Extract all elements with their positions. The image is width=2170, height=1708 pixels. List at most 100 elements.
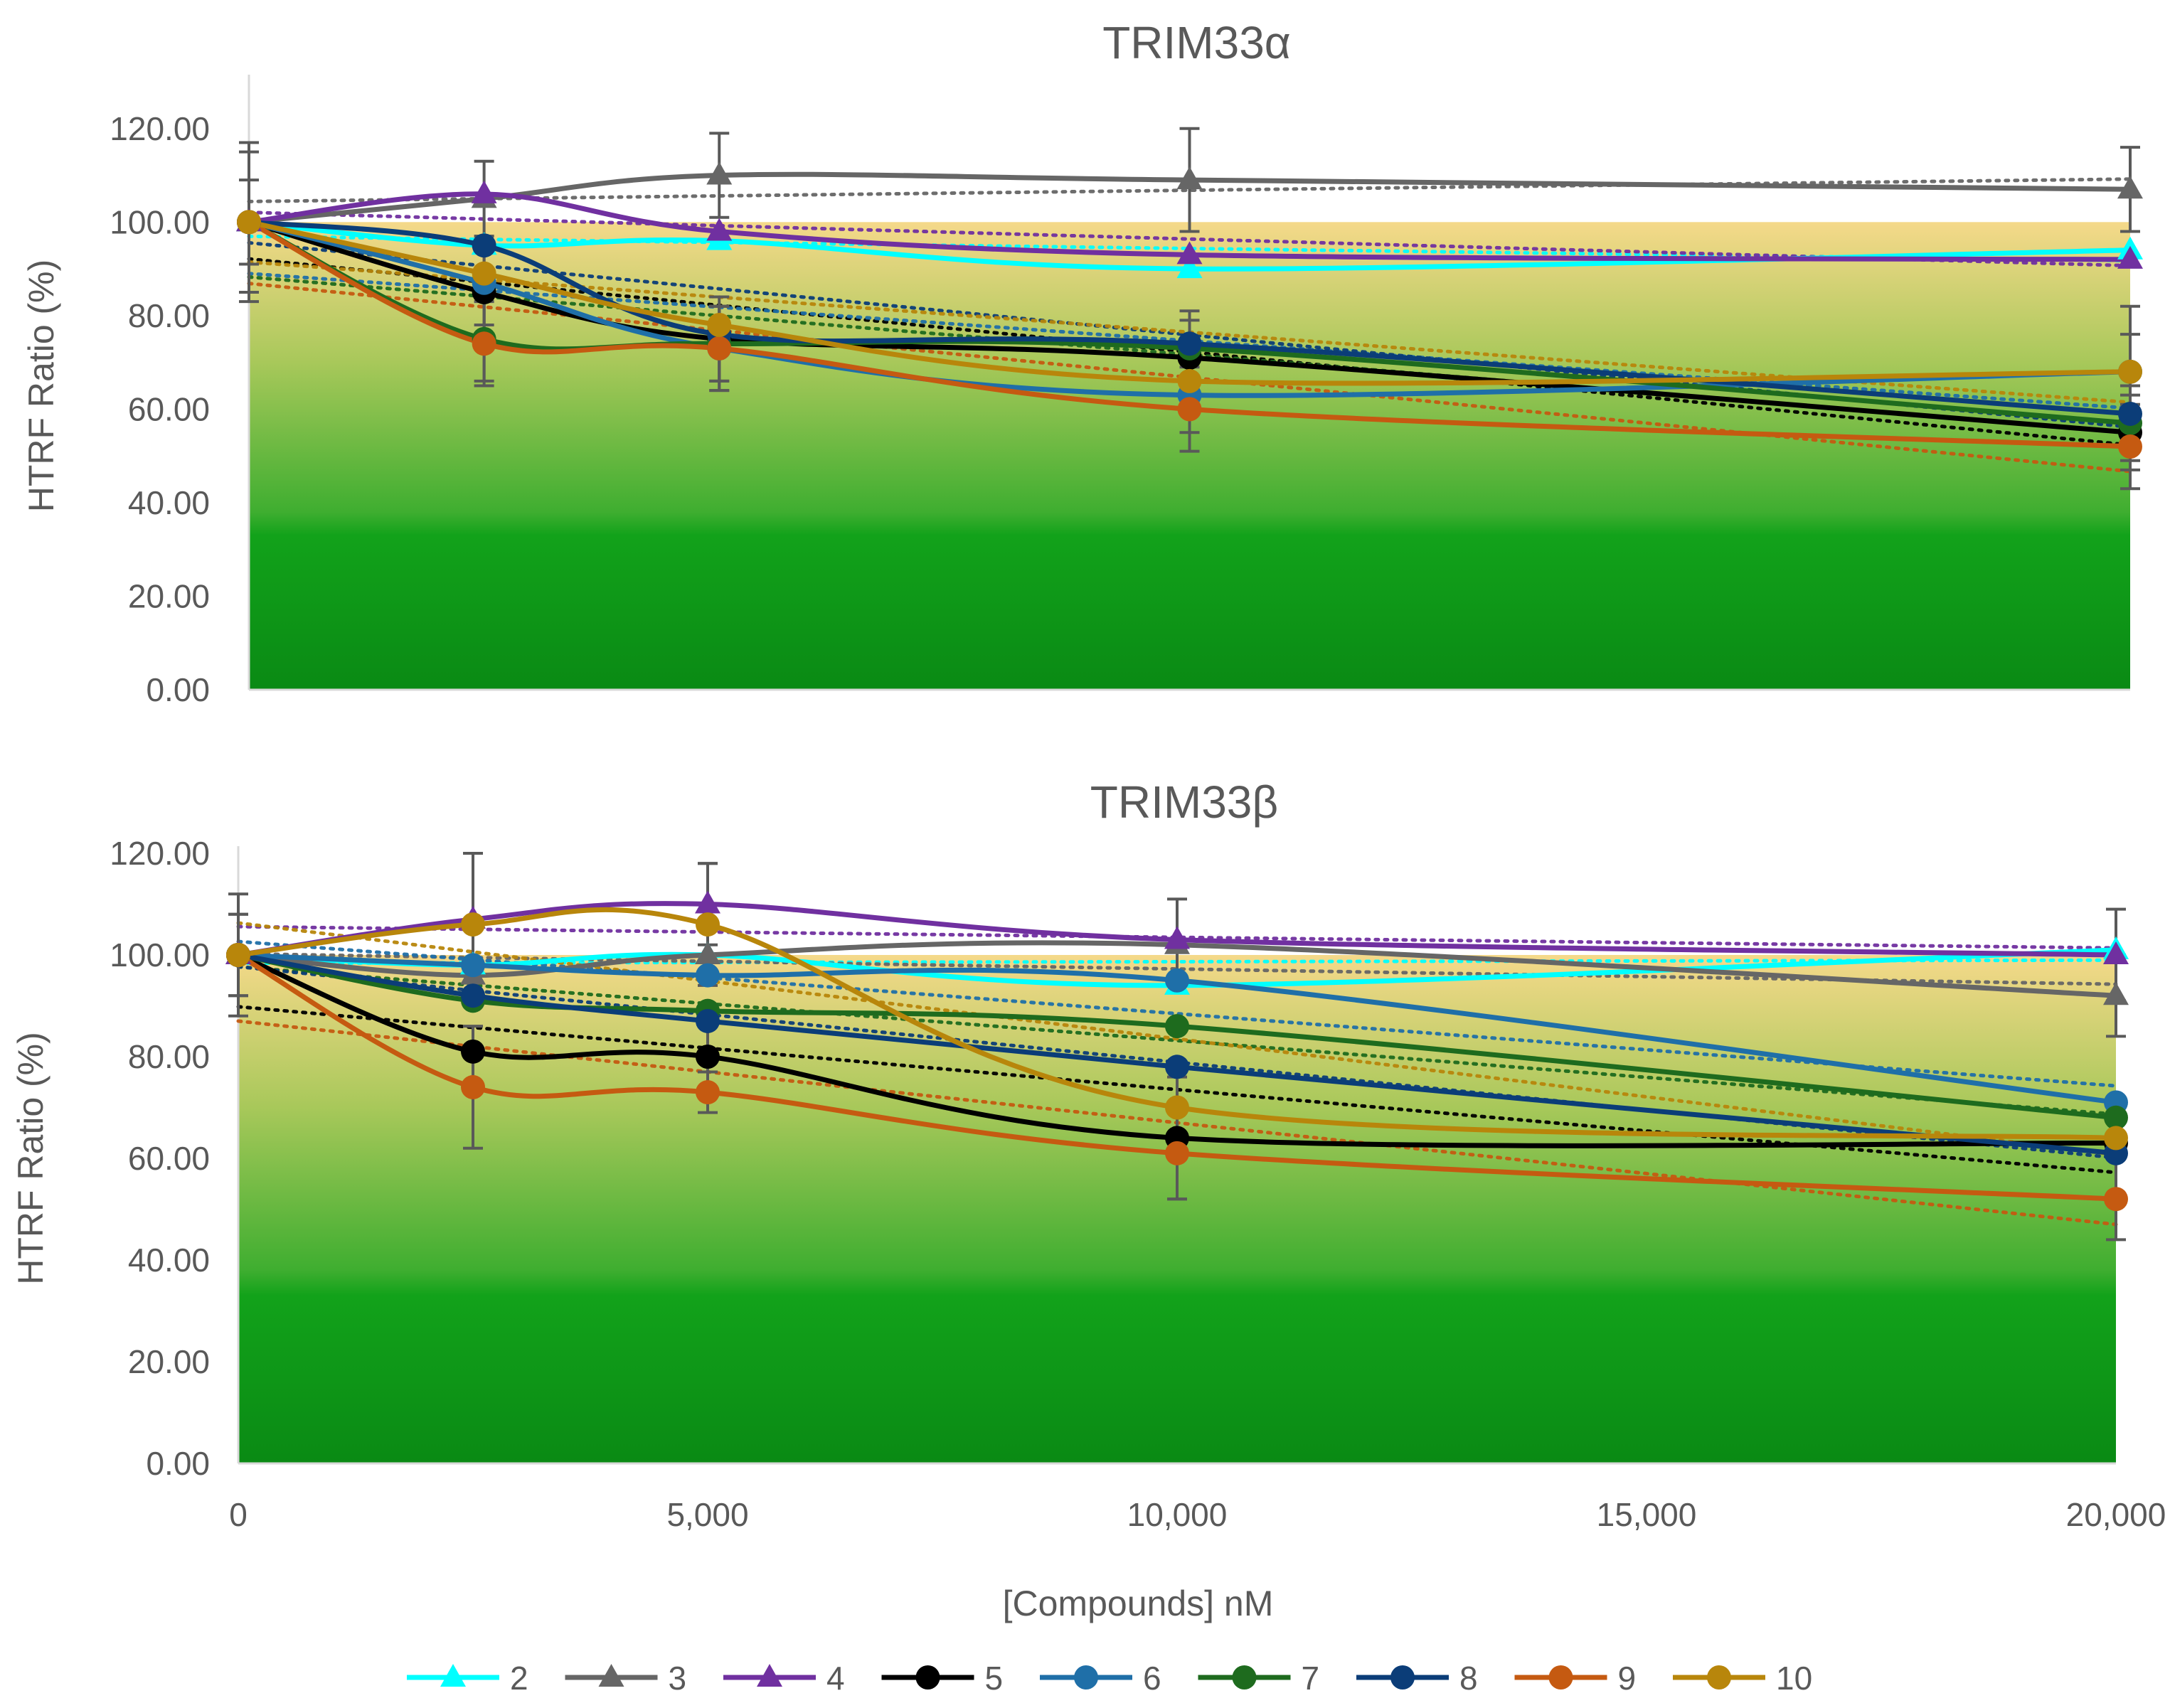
series-line-3 [238, 940, 2117, 998]
data-point-series-7 [2104, 1105, 2128, 1130]
data-point-series-3 [695, 941, 720, 964]
data-point-series-7 [1165, 1014, 1189, 1039]
data-point-series-4 [1164, 926, 1190, 949]
legend-item-4: 4 [723, 1660, 845, 1697]
legend-marker [598, 1664, 624, 1687]
data-point-series-4 [695, 890, 720, 914]
series-line-8 [238, 952, 2117, 1156]
x-tick-label: 5,000 [666, 1496, 748, 1533]
data-point-series-9 [1165, 1141, 1189, 1165]
trendline-series-3 [247, 177, 2132, 203]
chart-title: TRIM33α [1102, 17, 1291, 68]
data-point-series-10 [226, 943, 250, 967]
y-tick-label: 0.00 [146, 1445, 210, 1482]
data-point-series-4 [2103, 941, 2129, 964]
y-tick-label: 80.00 [128, 297, 210, 334]
data-point-series-5 [696, 1045, 720, 1069]
legend-label: 7 [1302, 1660, 1320, 1697]
legend-marker [757, 1664, 782, 1687]
data-point-series-10 [461, 912, 485, 937]
data-point-series-10 [2118, 359, 2142, 384]
legend: 2 3 4 5 6 7 8 9 10 [407, 1660, 1812, 1697]
background-band [249, 222, 2130, 690]
data-point-series-6 [696, 963, 720, 988]
chart-panel-2: TRIM33β HTRF Ratio (%) 0.00 20.00 40.00 60.00… [11, 776, 2166, 1533]
data-point-series-9 [2104, 1187, 2128, 1212]
legend-marker [1074, 1665, 1098, 1690]
x-tick-label: 10,000 [1127, 1496, 1228, 1533]
data-point-series-3 [2103, 982, 2129, 1005]
data-point-series-8 [1165, 1055, 1189, 1079]
y-tick-label: 60.00 [128, 390, 210, 427]
series-line-10 [238, 907, 2117, 1141]
data-point-series-9 [707, 336, 732, 361]
legend-label: 5 [985, 1660, 1004, 1697]
data-point-series-4 [471, 180, 497, 203]
y-tick-label: 20.00 [128, 577, 210, 614]
data-point-series-4 [706, 218, 733, 241]
legend-item-5: 5 [881, 1660, 1004, 1697]
legend-marker [1548, 1665, 1573, 1690]
legend-label: 2 [510, 1660, 528, 1697]
series-line-5 [237, 952, 2117, 1148]
y-tick-label: 40.00 [128, 1242, 210, 1279]
legend-label: 9 [1618, 1660, 1637, 1697]
data-point-series-10 [472, 261, 496, 286]
x-tick-label: 15,000 [1597, 1496, 1697, 1533]
legend-item-3: 3 [565, 1660, 687, 1697]
data-point-series-10 [237, 210, 261, 235]
chart-title: TRIM33β [1090, 776, 1278, 828]
trendline-series-4 [247, 210, 2132, 268]
y-tick-label: 0.00 [146, 671, 210, 708]
legend-item-8: 8 [1356, 1660, 1478, 1697]
data-point-series-9 [1177, 397, 1202, 422]
legend-label: 3 [669, 1660, 687, 1697]
series-line-9 [248, 220, 2131, 449]
legend-label: 8 [1459, 1660, 1478, 1697]
data-point-series-10 [696, 912, 720, 937]
y-tick-label: 20.00 [128, 1343, 210, 1380]
legend-item-7: 7 [1198, 1660, 1320, 1697]
y-tick-label: 100.00 [110, 203, 210, 240]
legend-label: 4 [826, 1660, 845, 1697]
trendline-series-2 [247, 234, 2132, 263]
legend-marker [440, 1664, 466, 1687]
trendline-series-6 [236, 939, 2118, 1088]
legend-marker [1390, 1665, 1415, 1690]
legend-label: 10 [1776, 1660, 1812, 1697]
data-point-series-8 [696, 1008, 720, 1033]
y-tick-label: 60.00 [128, 1140, 210, 1177]
legend-label: 6 [1143, 1660, 1161, 1697]
legend-marker [1232, 1665, 1257, 1690]
y-tick-label: 120.00 [110, 110, 210, 147]
y-axis-label: HTRF Ratio (%) [11, 1032, 50, 1285]
x-tick-label: 0 [229, 1496, 248, 1533]
data-point-series-8 [1177, 331, 1202, 356]
data-point-series-9 [472, 331, 496, 356]
data-point-series-8 [461, 983, 485, 1008]
y-tick-label: 40.00 [128, 484, 210, 521]
series-line-5 [248, 219, 2131, 435]
data-point-series-10 [707, 313, 732, 337]
trendline-series-4 [236, 924, 2118, 950]
series-line-6 [238, 952, 2117, 1105]
legend-item-10: 10 [1673, 1660, 1812, 1697]
legend-item-9: 9 [1514, 1660, 1637, 1697]
data-point-series-10 [1177, 368, 1202, 393]
series-line-4 [238, 901, 2117, 958]
data-point-series-4 [1176, 241, 1203, 265]
series-line-7 [238, 952, 2117, 1121]
data-point-series-8 [472, 233, 496, 258]
data-point-series-9 [696, 1080, 720, 1105]
series-line-3 [248, 171, 2131, 225]
x-axis-label: [Compounds] nM [1003, 1584, 1274, 1623]
legend-marker [915, 1665, 940, 1690]
data-point-series-9 [2118, 434, 2142, 459]
data-point-series-10 [2104, 1126, 2128, 1151]
data-point-series-3 [2117, 176, 2143, 199]
data-point-series-2 [1176, 255, 1203, 279]
y-tick-label: 120.00 [110, 835, 210, 872]
data-point-series-9 [461, 1074, 485, 1099]
legend-item-6: 6 [1040, 1660, 1161, 1697]
